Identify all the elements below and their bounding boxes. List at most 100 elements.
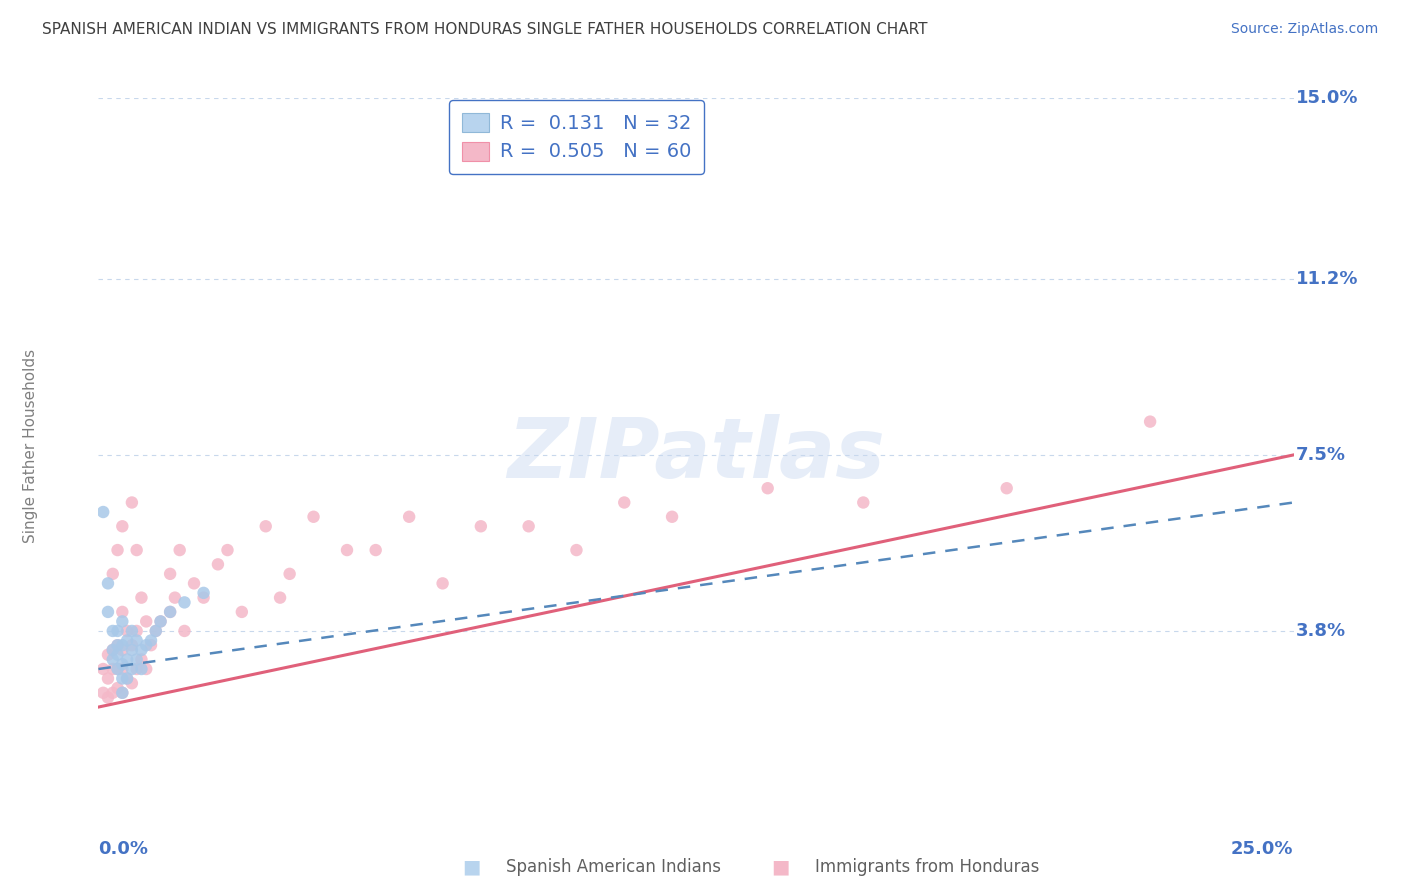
Point xyxy=(139,633,162,648)
Point xyxy=(173,624,195,638)
Point xyxy=(336,543,359,558)
Point xyxy=(101,624,124,638)
Point xyxy=(364,543,387,558)
Point xyxy=(121,643,143,657)
Text: 3.8%: 3.8% xyxy=(1296,622,1346,640)
Point xyxy=(159,566,181,581)
Point xyxy=(101,566,124,581)
Point xyxy=(101,686,124,700)
Point xyxy=(107,638,129,652)
Text: ■: ■ xyxy=(770,857,790,877)
Point xyxy=(756,481,779,495)
Point xyxy=(125,662,148,676)
Point xyxy=(91,505,114,519)
Point xyxy=(145,624,167,638)
Point xyxy=(107,662,129,676)
Point xyxy=(159,605,181,619)
Point xyxy=(193,591,215,605)
Point xyxy=(115,652,138,666)
Point xyxy=(565,543,588,558)
Point xyxy=(1139,415,1161,429)
Point xyxy=(115,672,138,686)
Point xyxy=(125,652,148,666)
Point xyxy=(97,690,120,705)
Point xyxy=(432,576,454,591)
Point xyxy=(111,662,134,676)
Point xyxy=(121,662,143,676)
Point xyxy=(613,495,636,509)
Point xyxy=(115,624,138,638)
Point xyxy=(149,615,172,629)
Point xyxy=(139,638,162,652)
Point xyxy=(111,615,134,629)
Point xyxy=(852,495,875,509)
Point xyxy=(125,633,148,648)
Point xyxy=(107,543,129,558)
Point xyxy=(101,643,124,657)
Point xyxy=(111,638,134,652)
Point xyxy=(111,657,134,672)
Point xyxy=(131,591,153,605)
Point xyxy=(207,558,229,572)
Text: Immigrants from Honduras: Immigrants from Honduras xyxy=(815,858,1040,876)
Text: Single Father Households: Single Father Households xyxy=(24,349,38,543)
Point xyxy=(101,643,124,657)
Point xyxy=(91,686,114,700)
Point xyxy=(91,662,114,676)
Point xyxy=(101,652,124,666)
Point xyxy=(111,519,134,533)
Text: SPANISH AMERICAN INDIAN VS IMMIGRANTS FROM HONDURAS SINGLE FATHER HOUSEHOLDS COR: SPANISH AMERICAN INDIAN VS IMMIGRANTS FR… xyxy=(42,22,928,37)
Point xyxy=(145,624,167,638)
Point xyxy=(131,662,153,676)
Text: 7.5%: 7.5% xyxy=(1296,446,1346,464)
Text: 0.0%: 0.0% xyxy=(98,840,149,858)
Point xyxy=(125,624,148,638)
Point xyxy=(97,648,120,662)
Point xyxy=(121,624,143,638)
Point xyxy=(111,643,134,657)
Point xyxy=(101,662,124,676)
Point xyxy=(661,509,683,524)
Point xyxy=(125,543,148,558)
Point xyxy=(278,566,301,581)
Legend: R =  0.131   N = 32, R =  0.505   N = 60: R = 0.131 N = 32, R = 0.505 N = 60 xyxy=(449,100,704,174)
Text: Source: ZipAtlas.com: Source: ZipAtlas.com xyxy=(1230,22,1378,37)
Point xyxy=(173,595,195,609)
Text: 11.2%: 11.2% xyxy=(1296,270,1358,288)
Point xyxy=(107,648,129,662)
Point xyxy=(111,686,134,700)
Point xyxy=(97,576,120,591)
Point xyxy=(470,519,492,533)
Point xyxy=(159,605,181,619)
Point xyxy=(231,605,253,619)
Point xyxy=(398,509,420,524)
Text: Spanish American Indians: Spanish American Indians xyxy=(506,858,721,876)
Point xyxy=(111,686,134,700)
Point xyxy=(135,615,157,629)
Point xyxy=(135,662,157,676)
Point xyxy=(97,672,120,686)
Point xyxy=(111,605,134,619)
Point xyxy=(97,605,120,619)
Point xyxy=(121,676,143,690)
Text: 25.0%: 25.0% xyxy=(1232,840,1294,858)
Point xyxy=(107,638,129,652)
Point xyxy=(115,633,138,648)
Point xyxy=(217,543,239,558)
Text: ■: ■ xyxy=(461,857,481,877)
Point xyxy=(517,519,540,533)
Point xyxy=(121,495,143,509)
Text: ZIPatlas: ZIPatlas xyxy=(508,415,884,495)
Point xyxy=(149,615,172,629)
Point xyxy=(302,509,325,524)
Point xyxy=(131,643,153,657)
Point xyxy=(107,624,129,638)
Point xyxy=(135,638,157,652)
Point xyxy=(193,586,215,600)
Point xyxy=(121,638,143,652)
Point xyxy=(169,543,191,558)
Point xyxy=(131,652,153,666)
Point xyxy=(163,591,186,605)
Point xyxy=(254,519,277,533)
Point xyxy=(115,672,138,686)
